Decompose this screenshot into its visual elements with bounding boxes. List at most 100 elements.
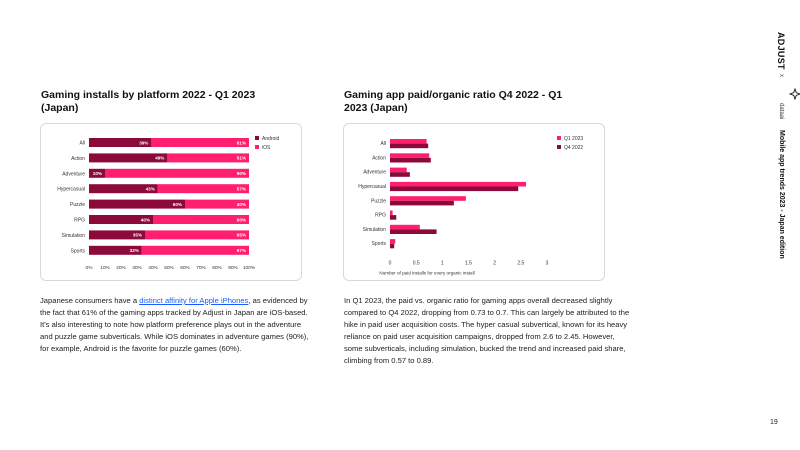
- bar-ios-all: [151, 138, 249, 147]
- brand-separator: x: [778, 74, 784, 77]
- legend-label-android: Android: [262, 136, 279, 142]
- y-tick-rpg: RPG: [375, 213, 386, 219]
- x-tick-5: 2.5: [517, 260, 524, 266]
- y-tick-hypercasual: Hypercasual: [358, 184, 386, 190]
- bar-q4-2022-adventure: [390, 172, 410, 177]
- label-ios-sports: 67%: [237, 248, 246, 253]
- bar-ios-sports: [141, 245, 249, 255]
- adjust-logo-text: ADJUST: [776, 32, 786, 70]
- platform-installs-chart: All 39% 61% Action 49% 51% Adventure 10% 90% Hype…: [40, 123, 302, 281]
- y-tick-rpg: RPG: [74, 218, 85, 224]
- x-tick-0: 0%: [86, 265, 94, 271]
- x-tick-10: 100%: [243, 265, 256, 271]
- legend-swatch-android: [255, 136, 259, 140]
- x-tick-4: 40%: [148, 265, 158, 271]
- platform-installs-svg: All 39% 61% Action 49% 51% Adventure 10% 90% Hype…: [57, 136, 279, 271]
- bar-q1-2023-all: [390, 139, 427, 144]
- x-tick-8: 80%: [212, 265, 222, 271]
- y-tick-puzzle: Puzzle: [371, 198, 386, 204]
- bar-q4-2022-rpg: [390, 215, 397, 220]
- label-android-adventure: 10%: [93, 171, 102, 176]
- label-ios-puzzle: 40%: [237, 202, 246, 207]
- y-tick-action: Action: [71, 156, 85, 162]
- bar-q1-2023-sports: [390, 239, 396, 244]
- label-android-hypercasual: 43%: [146, 187, 155, 192]
- bar-q1-2023-action: [390, 153, 430, 158]
- bar-android-all: [89, 138, 152, 147]
- legend-label-ios: iOS: [262, 145, 271, 151]
- x-axis-label: Number of paid installs for every organi…: [379, 270, 474, 275]
- y-tick-all: All: [79, 141, 85, 147]
- y-tick-adventure: Adventure: [62, 171, 85, 177]
- x-tick-0: 0: [389, 260, 392, 266]
- bar-q4-2022-all: [390, 143, 429, 149]
- label-android-sports: 33%: [130, 248, 139, 253]
- dataai-logo-icon: [789, 88, 800, 100]
- label-android-rpg: 40%: [141, 217, 150, 222]
- paid-organic-ratio-chart: All Action Adventure Hypercasual Puzzle RPG Si…: [343, 123, 605, 281]
- bar-q1-2023-adventure: [390, 167, 407, 173]
- bar-ios-simulation: [145, 230, 249, 240]
- y-tick-action: Action: [372, 155, 386, 161]
- label-android-simulation: 35%: [133, 233, 142, 238]
- paid-organic-svg: All Action Adventure Hypercasual Puzzle RPG Si…: [358, 136, 583, 275]
- x-tick-3: 1.5: [465, 260, 472, 266]
- y-tick-simulation: Simulation: [62, 233, 86, 239]
- legend-label-q1-2023: Q1 2023: [564, 136, 583, 142]
- bar-q1-2023-rpg: [390, 210, 393, 216]
- bar-ios-adventure: [105, 168, 249, 178]
- para1-before-link: Japanese consumers have a: [40, 296, 140, 305]
- bar-android-puzzle: [89, 199, 185, 209]
- x-tick-1: 0.5: [413, 260, 420, 266]
- bar-ios-hypercasual: [157, 184, 249, 194]
- y-tick-adventure: Adventure: [363, 170, 386, 176]
- bar-ios-action: [167, 153, 249, 163]
- bar-q4-2022-puzzle: [390, 200, 454, 206]
- x-tick-6: 60%: [180, 265, 190, 271]
- bar-android-hypercasual: [89, 184, 158, 194]
- para1-after-link: , as evidenced by the fact that 61% of t…: [40, 296, 309, 354]
- x-tick-6: 3: [546, 260, 549, 266]
- x-tick-5: 50%: [164, 265, 174, 271]
- x-tick-3: 30%: [132, 265, 142, 271]
- x-tick-4: 2: [493, 260, 496, 266]
- label-ios-action: 51%: [237, 156, 246, 161]
- report-title: Mobile app trends 2023 - Japan edition: [778, 130, 785, 259]
- label-ios-hypercasual: 57%: [237, 187, 246, 192]
- partner-logo-text: dataai: [778, 103, 784, 120]
- bar-android-adventure: [89, 168, 105, 178]
- legend-swatch-ios: [255, 145, 259, 149]
- bar-q4-2022-sports: [390, 243, 395, 249]
- y-tick-all: All: [380, 141, 386, 147]
- report-sidebar: ADJUST x dataai Mobile app trends 2023 -…: [751, 32, 800, 272]
- x-tick-9: 90%: [228, 265, 238, 271]
- x-tick-2: 1: [441, 260, 444, 266]
- bar-q1-2023-puzzle: [390, 196, 466, 201]
- bar-android-action: [89, 153, 168, 163]
- label-ios-all: 61%: [237, 140, 246, 145]
- label-android-all: 39%: [139, 140, 148, 145]
- bar-ios-rpg: [153, 215, 249, 224]
- legend-swatch-q4-2022: [557, 145, 561, 149]
- label-ios-rpg: 60%: [237, 217, 246, 222]
- y-tick-puzzle: Puzzle: [70, 202, 85, 208]
- bar-ios-puzzle: [185, 199, 249, 209]
- y-tick-simulation: Simulation: [363, 227, 387, 233]
- bar-q4-2022-simulation: [390, 229, 437, 234]
- platform-description: Japanese consumers have a distinct affin…: [40, 295, 310, 355]
- bar-q4-2022-hypercasual: [390, 186, 519, 192]
- chart1-title: Gaming installs by platform 2022 - Q1 20…: [41, 89, 256, 114]
- y-tick-sports: Sports: [71, 248, 86, 254]
- x-tick-1: 10%: [100, 265, 110, 271]
- ratio-description: In Q1 2023, the paid vs. organic ratio f…: [344, 296, 630, 366]
- bar-q1-2023-simulation: [390, 224, 420, 230]
- chart2-title: Gaming app paid/organic ratio Q4 2022 - …: [344, 89, 563, 114]
- y-tick-sports: Sports: [372, 241, 387, 247]
- y-tick-hypercasual: Hypercasual: [57, 187, 85, 193]
- label-ios-simulation: 65%: [237, 233, 246, 238]
- x-tick-2: 20%: [116, 265, 126, 271]
- label-ios-adventure: 90%: [237, 171, 246, 176]
- bar-q4-2022-action: [390, 157, 431, 163]
- legend-label-q4-2022: Q4 2022: [564, 145, 583, 151]
- apple-affinity-link[interactable]: distinct affinity for Apple iPhones: [139, 296, 249, 305]
